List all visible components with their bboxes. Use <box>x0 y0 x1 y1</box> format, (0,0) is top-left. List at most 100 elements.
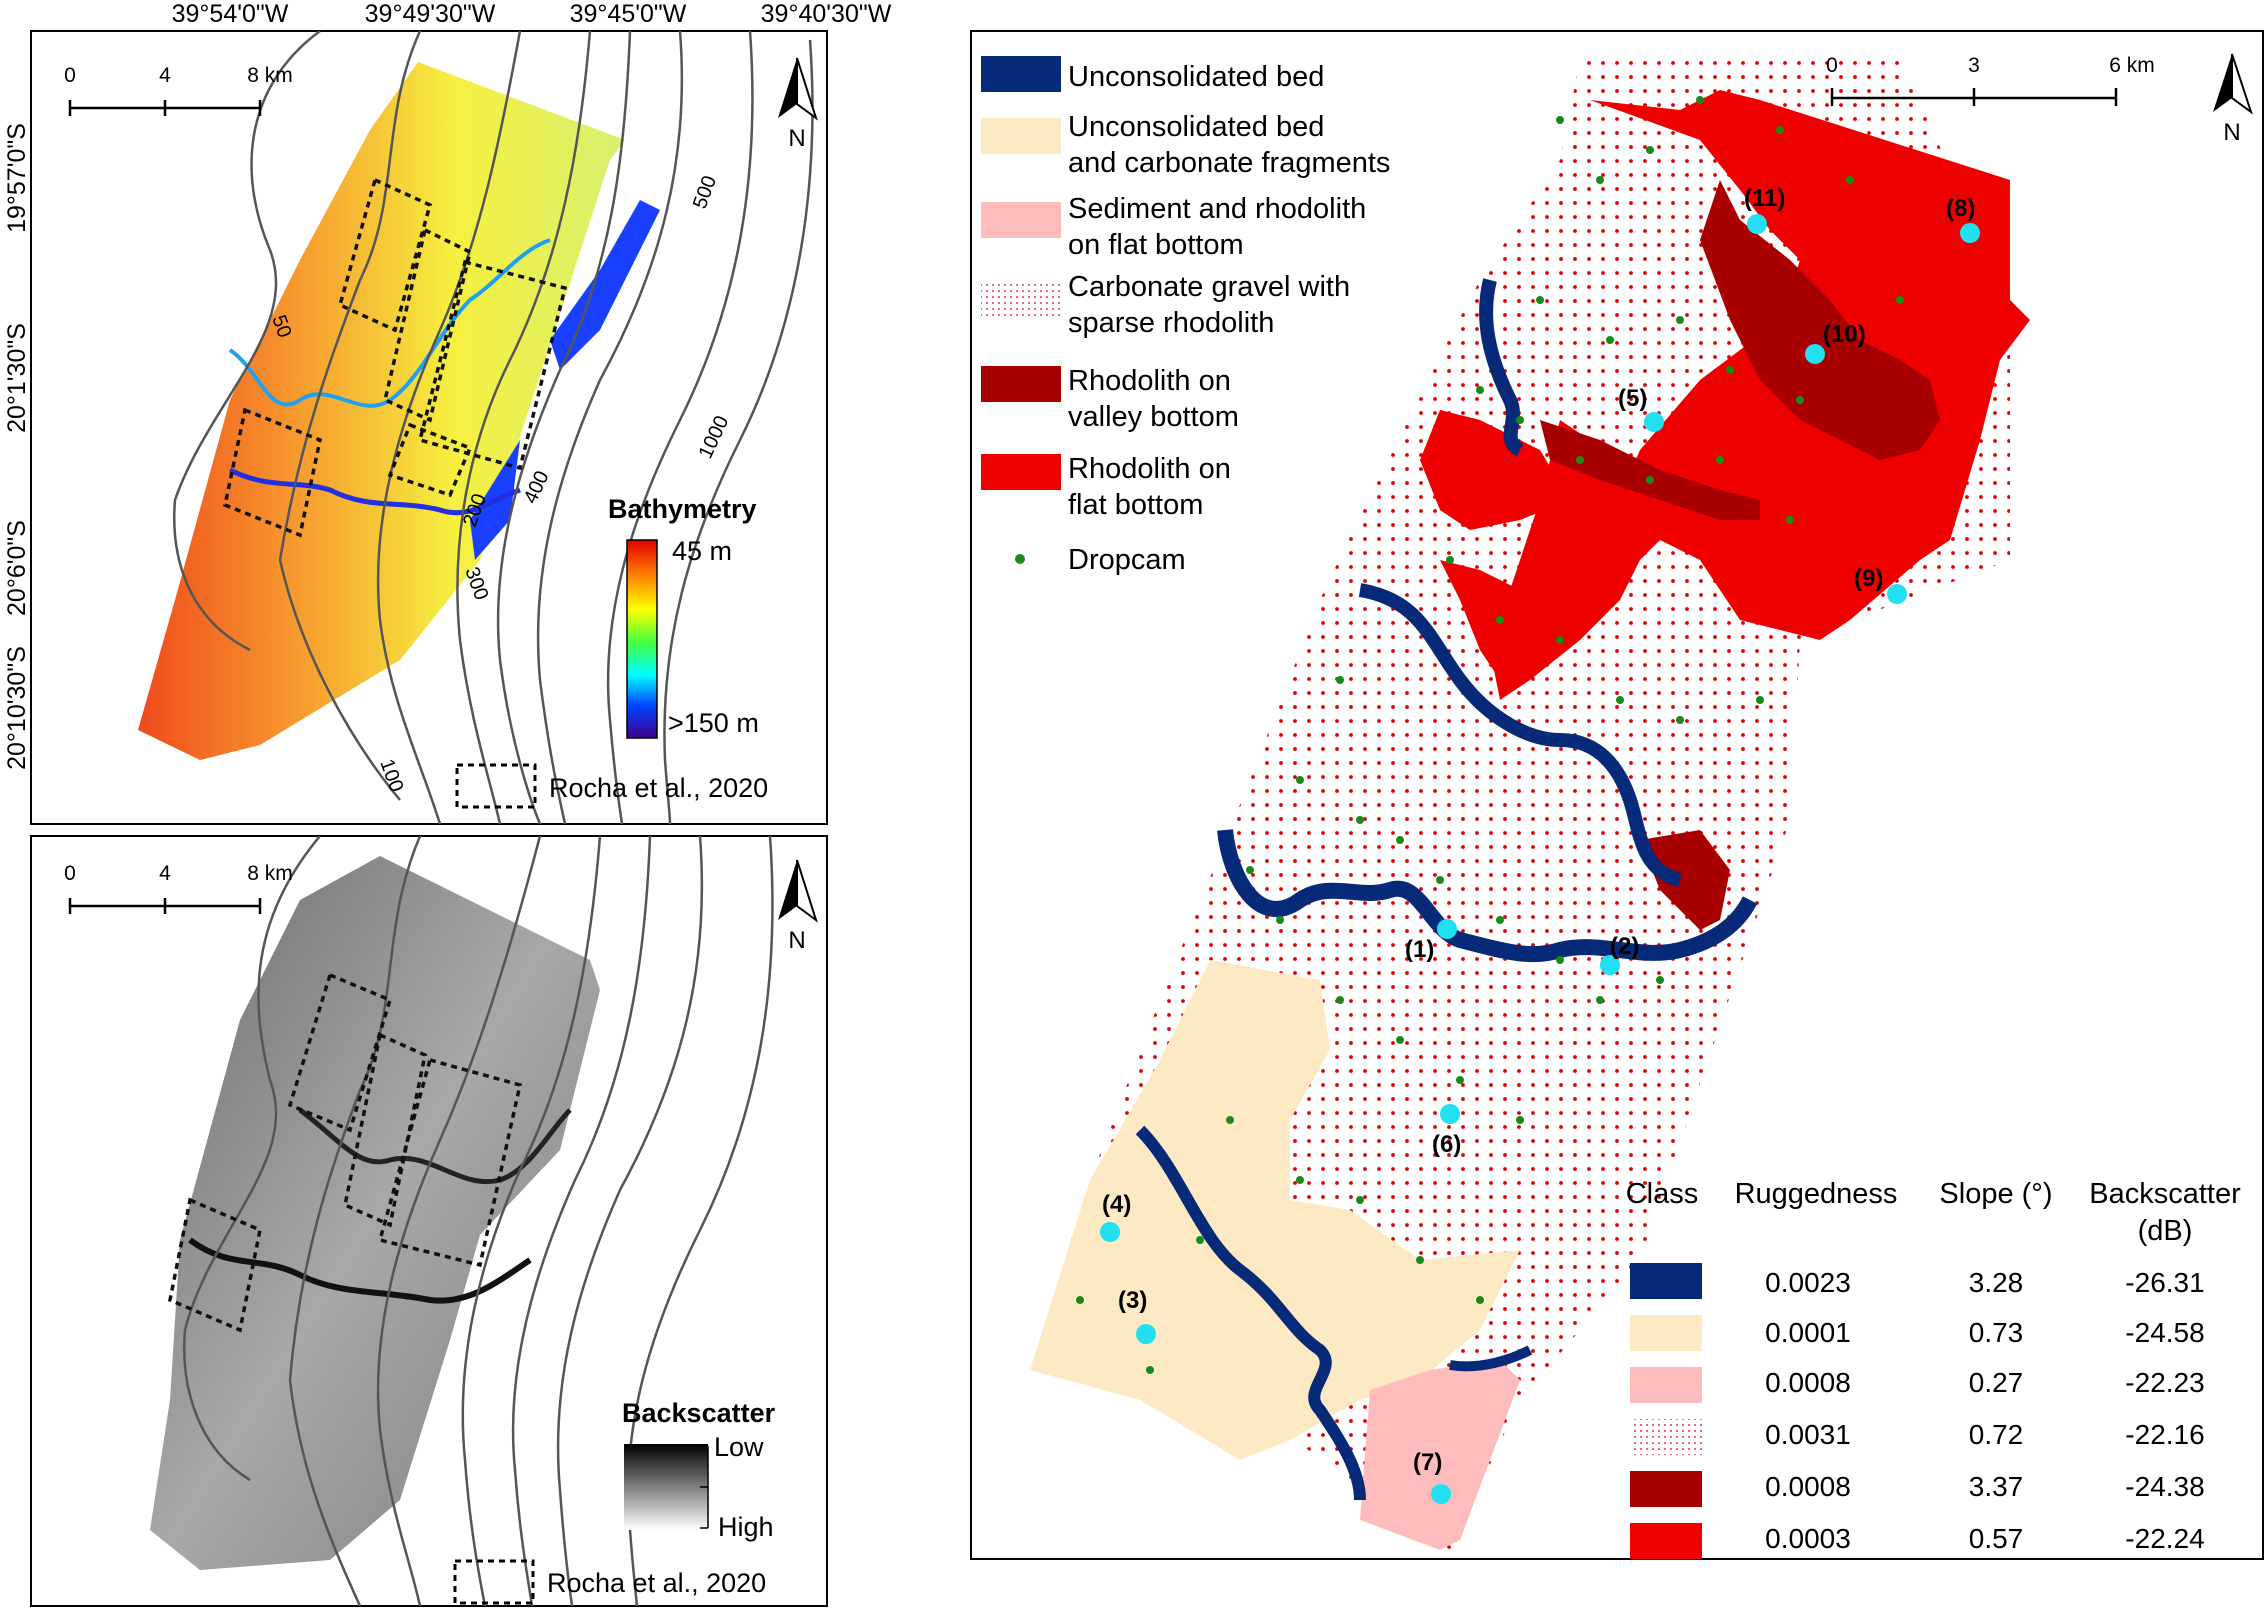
shelf-break-deep <box>550 200 660 370</box>
scale-bar: 0 4 8 km <box>64 862 293 914</box>
rhodolith-flat-area <box>1420 410 1570 530</box>
lon-label: 39°49'30"W <box>365 0 496 28</box>
north-label: N <box>788 927 805 954</box>
station-labels: (1) (2) (3) (4) (5) (6) (7) (8) (9) (10)… <box>1102 185 1975 1476</box>
backscatter-panel: 0 4 8 km N Backscatter Low High Rocha et… <box>30 835 828 1607</box>
unconsolidated-bed-channel <box>1479 278 1524 457</box>
reference-label: Rocha et al., 2020 <box>547 1568 766 1598</box>
rhodolith-valley-area <box>1640 830 1730 930</box>
table-header: Ruggedness <box>1735 1178 1898 1210</box>
station-label: (2) <box>1610 933 1639 960</box>
station-label: (3) <box>1118 1287 1147 1314</box>
reference-box-swatch <box>455 763 537 809</box>
legend-label: Rhodolith on <box>1068 365 1231 397</box>
lon-label: 39°45'0"W <box>570 0 687 28</box>
legend-swatch <box>981 366 1061 402</box>
unconsolidated-bed-channel <box>1217 829 1758 963</box>
legend-swatch <box>981 454 1061 490</box>
legend-swatch <box>981 118 1061 154</box>
station-label: (4) <box>1102 1191 1131 1218</box>
channel-line <box>298 1108 572 1185</box>
table-cell: 0.0031 <box>1765 1419 1851 1450</box>
legend-label: Dropcam <box>1068 544 1186 576</box>
table-cell: 0.27 <box>1969 1367 2024 1398</box>
table-header: Class <box>1626 1178 1699 1210</box>
table-cell: -24.58 <box>2125 1317 2204 1348</box>
scale-tick-label: 4 <box>159 64 171 87</box>
lat-label: 20°10'30"S <box>3 646 31 770</box>
north-arrow-icon: N <box>778 859 818 954</box>
table-cell: -24.38 <box>2125 1471 2204 1502</box>
class-swatch <box>1630 1419 1702 1455</box>
table-cell: -22.23 <box>2125 1367 2204 1398</box>
channel-line <box>228 467 521 516</box>
north-label: N <box>788 125 805 152</box>
habitat-legend: Unconsolidated bed Unconsolidated bed an… <box>981 56 1390 576</box>
dropcam-legend-dot <box>1015 554 1025 564</box>
class-swatch <box>1630 1471 1702 1507</box>
legend-label: Unconsolidated bed <box>1068 61 1324 93</box>
bathymetry-surface <box>138 62 625 760</box>
lat-label: 20°6'0"S <box>3 520 31 616</box>
bathymetry-panel: 39°54'0"W 39°49'30"W 39°45'0"W 39°40'30"… <box>3 0 892 825</box>
gray-ramp <box>624 1444 708 1530</box>
table-cell: 0.0023 <box>1765 1267 1851 1298</box>
legend-label: valley bottom <box>1068 401 1239 433</box>
color-ramp <box>626 539 658 739</box>
table-cell: 0.0008 <box>1765 1471 1851 1502</box>
station-markers <box>1100 214 1980 1504</box>
station-label: (11) <box>1744 185 1785 212</box>
table-cell: -22.16 <box>2125 1419 2204 1450</box>
station-label: (1) <box>1405 936 1434 963</box>
reference-box-swatch <box>453 1559 535 1605</box>
scale-bar: 0 4 8 km <box>64 64 293 116</box>
table-cell: -22.24 <box>2125 1523 2204 1554</box>
scale-tick-label: 3 <box>1968 54 1980 77</box>
legend-label: sparse rhodolith <box>1068 307 1274 339</box>
legend-low-label: Low <box>714 1432 764 1462</box>
scale-tick-label: 4 <box>159 862 171 885</box>
legend-label: and carbonate fragments <box>1068 147 1390 179</box>
legend-title: Bathymetry <box>608 494 757 524</box>
table-cell: 0.73 <box>1969 1317 2024 1348</box>
table-header: (dB) <box>2138 1215 2193 1247</box>
unconsolidated-bed-channel <box>1449 1345 1533 1372</box>
habitat-map-panel: (1) (2) (3) (4) (5) (6) (7) (8) (9) (10)… <box>970 30 2264 1560</box>
table-cell: 0.0001 <box>1765 1317 1851 1348</box>
class-swatch <box>1630 1367 1702 1403</box>
class-swatch <box>1630 1263 1702 1299</box>
class-swatch <box>1630 1523 1702 1559</box>
class-table: Class Ruggedness Slope (°) Backscatter (… <box>1626 1178 2241 1559</box>
rhodolith-valley-area <box>1700 180 1940 460</box>
table-cell: 0.0008 <box>1765 1367 1851 1398</box>
lon-label: 39°54'0"W <box>172 0 289 28</box>
unconsolidated-bed-channel <box>1358 583 1683 887</box>
legend-label: flat bottom <box>1068 489 1203 521</box>
table-header: Slope (°) <box>1939 1178 2052 1210</box>
sediment-rhodolith-area <box>1360 1360 1520 1550</box>
bathymetry-legend: Bathymetry 45 m >150 m <box>608 494 759 739</box>
legend-label: on flat bottom <box>1068 229 1244 261</box>
reference-label: Rocha et al., 2020 <box>549 773 768 803</box>
table-cell: 0.0003 <box>1765 1523 1851 1554</box>
legend-swatch <box>981 202 1061 238</box>
table-cell: 3.28 <box>1969 1267 2024 1298</box>
table-header: Backscatter <box>2089 1178 2241 1210</box>
legend-label: Sediment and rhodolith <box>1068 193 1366 225</box>
depth-contours <box>183 836 774 1606</box>
channel-line <box>228 238 551 408</box>
unconsolidated-bed-channel <box>1135 1125 1366 1501</box>
backscatter-legend: Backscatter Low High <box>622 1398 776 1542</box>
table-cell: -26.31 <box>2125 1267 2204 1298</box>
scale-tick-label: 0 <box>64 64 76 87</box>
lat-label: 20°1'30"S <box>3 323 31 433</box>
scale-tick-label: 6 km <box>2109 54 2155 77</box>
station-label: (10) <box>1823 321 1866 348</box>
legend-high-label: High <box>718 1512 774 1542</box>
scale-tick-label: 8 km <box>247 862 293 885</box>
north-arrow-icon: N <box>778 57 818 152</box>
scale-tick-label: 0 <box>1826 54 1838 77</box>
legend-top-label: 45 m <box>672 536 732 566</box>
station-label: (5) <box>1618 385 1647 412</box>
